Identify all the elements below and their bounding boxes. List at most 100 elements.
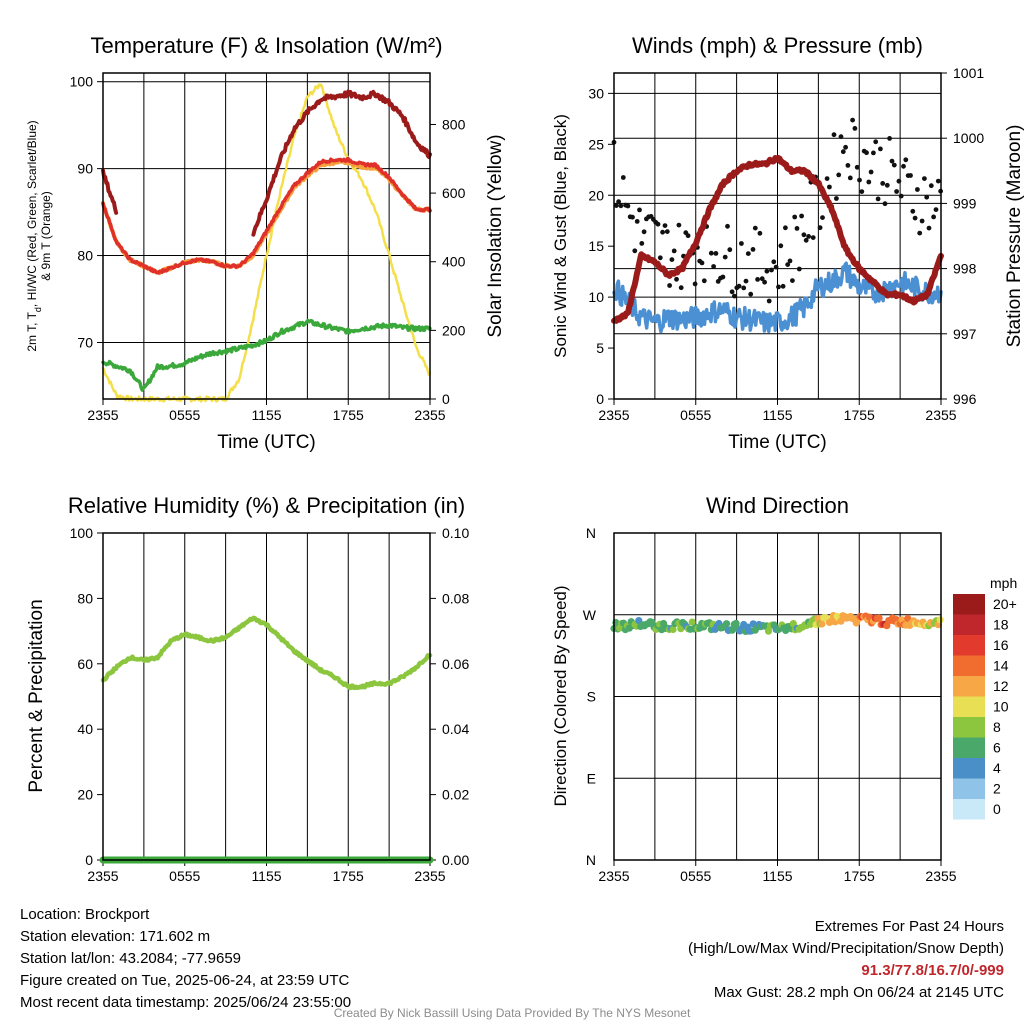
winds-xtick-label: 2355	[598, 407, 629, 423]
rh-line	[100, 615, 433, 691]
temperature-ytick-label: 70	[77, 334, 93, 350]
speed-legend-swatch	[953, 635, 985, 656]
gust-point	[898, 193, 904, 199]
speed-legend-swatch	[953, 676, 985, 697]
gust-point	[785, 262, 791, 267]
precip-ytick-label: 0.08	[442, 590, 469, 606]
temperature-xtick-label: 1755	[333, 407, 364, 423]
pressure-ytick-label: 1001	[953, 65, 984, 81]
gust-point	[928, 183, 934, 189]
speed-legend-swatch	[953, 799, 985, 820]
gust-point	[616, 199, 621, 205]
gust-point	[743, 278, 749, 284]
winds-xlabel: Time (UTC)	[728, 432, 827, 453]
gust-point	[884, 182, 890, 188]
speed-legend-label: 2	[993, 781, 1001, 797]
station-info: Location: Brockport Station elevation: 1…	[20, 904, 351, 1014]
insolation-ytick-label: 800	[442, 116, 466, 132]
speed-legend: mph 20+ 18 16 14 12 10 8 6 4 2 0	[953, 575, 1017, 820]
gust-point	[864, 150, 869, 156]
winds-ytick-label: 15	[588, 238, 604, 254]
winddir-xtick-label: 2355	[925, 868, 956, 884]
winds-ytick-label: 20	[588, 187, 604, 203]
gust-point	[901, 163, 906, 169]
winds-frame	[613, 72, 942, 400]
gust-point	[699, 260, 705, 266]
winds-xtick-label: 2355	[925, 407, 956, 423]
gust-point	[827, 184, 832, 190]
humidity-frame	[102, 532, 431, 861]
pressure-ytick-label: 999	[953, 195, 977, 211]
speed-legend-label: 18	[993, 617, 1009, 633]
gust-point	[859, 189, 865, 195]
gust-point	[917, 230, 923, 236]
gust-point	[664, 229, 670, 235]
temperature-ylabel: 2m T, Td, HI/WC (Red, Green, Scarlet/Blu…	[25, 120, 43, 351]
winddir-point	[688, 618, 696, 626]
gust-point	[912, 215, 918, 221]
gust-point	[840, 149, 846, 155]
humidity-ytick-label: 20	[77, 787, 93, 803]
winds-ytick-label: 25	[588, 136, 604, 152]
precip-ytick-label: 0.02	[442, 787, 469, 803]
speed-legend-swatch	[953, 778, 985, 799]
gust-point	[887, 136, 892, 141]
gust-point	[868, 169, 874, 175]
gust-point	[720, 274, 726, 280]
speed-legend-label: 0	[993, 801, 1001, 817]
winds-ylabel: Sonic Wind & Gust (Blue, Black)	[551, 114, 570, 358]
figure-created: Figure created on Tue, 2025-06-24, at 23…	[20, 972, 350, 989]
temperature-title: Temperature (F) & Insolation (W/m²)	[90, 33, 442, 58]
winddir-point	[936, 616, 944, 624]
gust-point	[820, 215, 825, 221]
gust-point	[931, 214, 936, 220]
gust-point	[796, 266, 802, 272]
gust-point	[908, 173, 913, 178]
winddir-ytick-label: S	[587, 689, 596, 705]
wind-line	[612, 261, 943, 334]
temperature-ylabel-line2: & 9m T (Orange)	[39, 191, 53, 281]
gust-point	[685, 233, 691, 239]
insolation-ytick-label: 400	[442, 254, 466, 270]
speed-legend-label: 12	[993, 678, 1009, 694]
pressure-ytick-label: 996	[953, 391, 977, 407]
insolation-ytick-label: 0	[442, 391, 450, 407]
speed-legend-swatch	[953, 717, 985, 738]
insolation-ytick-label: 200	[442, 322, 466, 338]
extremes-heading: Extremes For Past 24 Hours	[814, 918, 1004, 935]
gust-point	[745, 251, 751, 256]
gust-point	[871, 150, 876, 156]
temperature-ytick-label: 80	[77, 248, 93, 264]
gust-point	[894, 189, 899, 194]
humidity-xtick-label: 0555	[169, 868, 200, 884]
winddir-title: Wind Direction	[706, 493, 849, 518]
speed-legend-label: 6	[993, 740, 1001, 756]
gust-point	[838, 134, 844, 140]
gust-point	[852, 125, 858, 131]
gust-point	[725, 223, 730, 229]
speed-legend-swatch	[953, 655, 985, 676]
credit-line: Created By Nick Bassill Using Data Provi…	[333, 1006, 691, 1020]
humidity-ytick-label: 40	[77, 721, 93, 737]
gust-point	[667, 283, 672, 288]
humidity-ytick-label: 0	[85, 852, 93, 868]
gust-point	[657, 255, 663, 261]
pressure-ytick-label: 1000	[953, 130, 984, 146]
gust-point	[806, 234, 811, 239]
speed-legend-label: 14	[993, 658, 1009, 674]
temperature-xlabel: Time (UTC)	[217, 432, 316, 453]
winddir-ytick-label: E	[587, 770, 596, 786]
speed-legend-swatch	[953, 594, 985, 615]
speed-legend-label: 16	[993, 637, 1009, 653]
precip-ytick-label: 0.06	[442, 656, 469, 672]
humidity-title: Relative Humidity (%) & Precipitation (i…	[68, 493, 465, 518]
gust-point	[727, 247, 733, 253]
winddir-frame	[613, 532, 942, 861]
speed-legend-swatch	[953, 737, 985, 758]
gust-point	[630, 214, 635, 220]
gust-point	[769, 267, 774, 273]
extremes-panel: Extremes For Past 24 Hours (High/Low/Max…	[688, 916, 1004, 1004]
winddir-point	[875, 614, 883, 622]
gust-point	[762, 279, 767, 285]
winds-ytick-label: 30	[588, 85, 604, 101]
